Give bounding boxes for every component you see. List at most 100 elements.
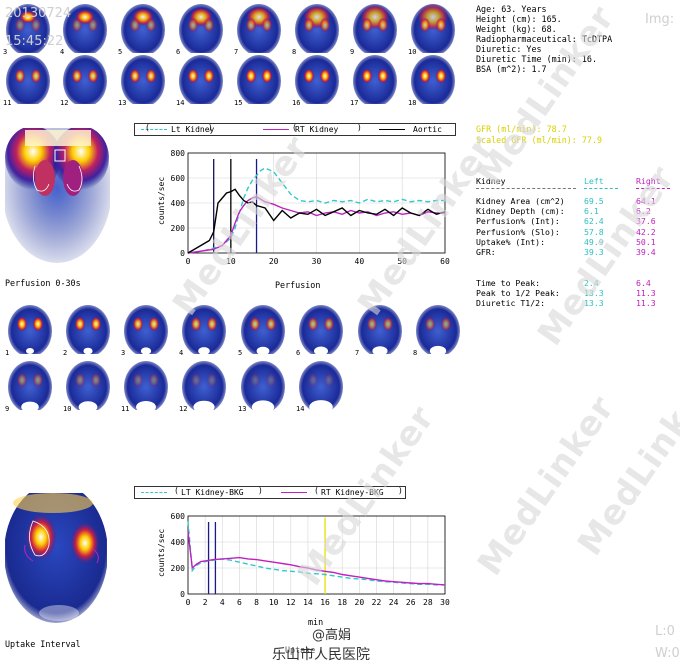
x-tick-label: 28 bbox=[423, 598, 433, 607]
rt-kidney-bkg-swatch bbox=[281, 492, 307, 493]
legend-lt-kidney-bkg: LT Kidney-BKG bbox=[181, 488, 244, 497]
x-tick-label: 30 bbox=[440, 598, 450, 607]
y-axis-label: counts/sec bbox=[157, 529, 166, 577]
divider bbox=[584, 188, 618, 189]
x-tick-label: 10 bbox=[269, 598, 279, 607]
frame-number: 10 bbox=[63, 405, 72, 413]
gfr-value: GFR (ml/min): 78.7 bbox=[476, 124, 567, 134]
frame-thumbnail[interactable]: 7 bbox=[234, 3, 284, 56]
kidney-right: 6.4 bbox=[636, 278, 651, 288]
uptake-legend: LT Kidney-BKG RT Kidney-BKG bbox=[134, 486, 406, 499]
frame-thumbnail[interactable]: 11 bbox=[121, 360, 171, 413]
x-tick-label: 24 bbox=[389, 598, 399, 607]
frame-thumbnail[interactable]: 3 bbox=[3, 3, 53, 56]
x-tick-label: 2 bbox=[203, 598, 208, 607]
frame-thumbnail[interactable]: 14 bbox=[296, 360, 346, 413]
perfusion-image-label: Perfusion 0-30s bbox=[5, 278, 81, 288]
x-tick-label: 8 bbox=[254, 598, 259, 607]
frame-thumbnail[interactable]: 12 bbox=[179, 360, 229, 413]
right-header: Right bbox=[636, 176, 661, 186]
kidney-left: 39.3 bbox=[584, 247, 604, 257]
frame-thumbnail[interactable]: 11 bbox=[3, 54, 53, 107]
frame-number: 5 bbox=[118, 48, 123, 56]
y-tick-label: 0 bbox=[180, 249, 185, 258]
frame-number: 3 bbox=[3, 48, 8, 56]
diuretic-time: Diuretic Time (min): 16. bbox=[476, 54, 598, 64]
kidney-left: 49.9 bbox=[584, 236, 604, 247]
kidney-right: 37.6 bbox=[636, 216, 656, 227]
frame-number: 13 bbox=[118, 99, 127, 107]
frame-number: 7 bbox=[234, 48, 239, 56]
kidney-label: GFR: bbox=[476, 247, 496, 257]
frame-thumbnail[interactable]: 4 bbox=[179, 304, 229, 357]
x-tick-label: 60 bbox=[440, 257, 450, 266]
kidney-label: Kidney Area (cm^2) bbox=[476, 196, 565, 206]
series-lt-kidney-line bbox=[187, 167, 445, 254]
age: Age: 63. Years bbox=[476, 4, 547, 14]
kidney-left: 6.1 bbox=[584, 206, 599, 217]
kidney-left: 2.4 bbox=[584, 278, 599, 288]
frame-number: 15 bbox=[234, 99, 243, 107]
frame-thumbnail[interactable]: 12 bbox=[60, 54, 110, 107]
frame-thumbnail[interactable]: 10 bbox=[408, 3, 458, 56]
frame-number: 9 bbox=[5, 405, 10, 413]
y-tick-label: 200 bbox=[171, 564, 186, 573]
frame-thumbnail[interactable]: 18 bbox=[408, 54, 458, 107]
kidney-right: 39.4 bbox=[636, 247, 656, 257]
frame-number: 4 bbox=[179, 349, 184, 357]
scaled-gfr-value: Scaled GFR (ml/min): 77.9 bbox=[476, 135, 603, 145]
kidney-label: Diuretic T1/2: bbox=[476, 298, 546, 309]
x-tick-label: 40 bbox=[355, 257, 365, 266]
frame-thumbnail[interactable]: 4 bbox=[60, 3, 110, 56]
frame-thumbnail[interactable]: 14 bbox=[176, 54, 226, 107]
frame-thumbnail[interactable]: 17 bbox=[350, 54, 400, 107]
frame-thumbnail[interactable]: 9 bbox=[350, 3, 400, 56]
x-tick-label: 4 bbox=[220, 598, 225, 607]
frame-number: 17 bbox=[350, 99, 359, 107]
frame-number: 9 bbox=[350, 48, 355, 56]
x-tick-label: 16 bbox=[320, 598, 330, 607]
frame-number: 18 bbox=[408, 99, 417, 107]
kidney-label: Perfusion% (Int): bbox=[476, 216, 560, 227]
frame-thumbnail[interactable]: 13 bbox=[118, 54, 168, 107]
uptake-image-label: Uptake Interval bbox=[5, 639, 81, 649]
x-tick-label: 22 bbox=[372, 598, 382, 607]
study-date: 20130724 bbox=[5, 6, 72, 21]
lt-kidney-swatch bbox=[141, 129, 167, 130]
x-tick-label: 0 bbox=[186, 257, 191, 266]
kidney-left: 57.8 bbox=[584, 226, 604, 237]
frame-thumbnail[interactable]: 8 bbox=[292, 3, 342, 56]
frame-number: 16 bbox=[292, 99, 301, 107]
frame-number: 14 bbox=[296, 405, 305, 413]
frame-thumbnail[interactable]: 6 bbox=[296, 304, 346, 357]
x-tick-label: 12 bbox=[286, 598, 296, 607]
frame-thumbnail[interactable]: 2 bbox=[63, 304, 113, 357]
frame-thumbnail[interactable]: 1 bbox=[5, 304, 55, 357]
frame-thumbnail[interactable]: 3 bbox=[121, 304, 171, 357]
frame-thumbnail[interactable]: 16 bbox=[292, 54, 342, 107]
level-label: L:0 bbox=[655, 624, 675, 639]
frame-thumbnail[interactable]: 13 bbox=[238, 360, 288, 413]
frame-number: 14 bbox=[176, 99, 185, 107]
legend-rt-kidney-bkg: RT Kidney-BKG bbox=[321, 488, 384, 497]
series-lt-kidney-bkg-line bbox=[187, 521, 445, 586]
signature-hospital: 乐山市人民医院 bbox=[272, 647, 370, 663]
frame-thumbnail[interactable]: 10 bbox=[63, 360, 113, 413]
kidney-label: Time to Peak: bbox=[476, 278, 541, 288]
frame-thumbnail[interactable]: 9 bbox=[5, 360, 55, 413]
frame-number: 5 bbox=[238, 349, 243, 357]
frame-thumbnail[interactable]: 7 bbox=[355, 304, 405, 357]
frame-thumbnail[interactable]: 6 bbox=[176, 3, 226, 56]
kidney-label: Kidney Depth (cm): bbox=[476, 206, 565, 217]
frame-thumbnail[interactable]: 15 bbox=[234, 54, 284, 107]
img-label: Img: bbox=[645, 12, 675, 27]
diuretic: Diuretic: Yes bbox=[476, 44, 542, 54]
kidney-table: Kidney Left Right Kidney Area (cm^2) 69.5… bbox=[476, 176, 676, 316]
legend-lt-kidney: Lt Kidney bbox=[171, 125, 215, 134]
frame-thumbnail[interactable]: 5 bbox=[238, 304, 288, 357]
perfusion-image bbox=[2, 113, 112, 270]
frame-thumbnail[interactable]: 8 bbox=[413, 304, 463, 357]
kidney-right: 42.2 bbox=[636, 226, 656, 237]
frame-thumbnail[interactable]: 5 bbox=[118, 3, 168, 56]
